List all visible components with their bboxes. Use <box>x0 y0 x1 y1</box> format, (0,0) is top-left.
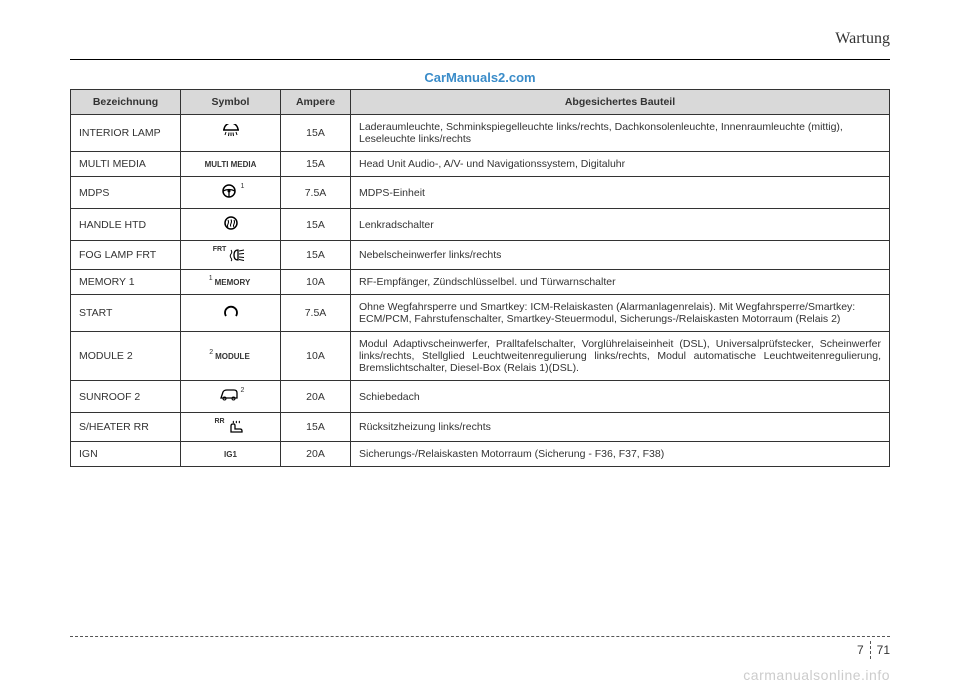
symbol-superscript: 1 <box>241 183 245 190</box>
cell-name: HANDLE HTD <box>71 209 181 241</box>
cell-description: Head Unit Audio-, A/V- und Navigationssy… <box>351 152 890 177</box>
cell-description: Laderaumleuchte, Schminkspiegelleuchte l… <box>351 115 890 152</box>
cell-ampere: 15A <box>281 413 351 442</box>
cell-symbol: 1MEMORY <box>181 270 281 295</box>
cell-ampere: 7.5A <box>281 295 351 332</box>
symbol-icon <box>220 124 242 140</box>
cell-symbol: 2 <box>181 381 281 413</box>
fuse-table: Bezeichnung Symbol Ampere Abgesichertes … <box>70 89 890 467</box>
cell-description: MDPS-Einheit <box>351 177 890 209</box>
page-number-value: 71 <box>877 643 890 657</box>
table-row: MULTI MEDIA MULTI MEDIA 15AHead Unit Audio… <box>71 152 890 177</box>
symbol-prefix: FRT <box>213 246 227 253</box>
symbol-icon: RR <box>214 419 246 435</box>
cell-name: MULTI MEDIA <box>71 152 181 177</box>
symbol-text: IG1 <box>224 450 237 459</box>
cell-symbol: 2MODULE <box>181 332 281 381</box>
cell-name: MDPS <box>71 177 181 209</box>
symbol-text: MODULE <box>215 352 250 361</box>
th-ampere: Ampere <box>281 90 351 115</box>
cell-ampere: 7.5A <box>281 177 351 209</box>
cell-name: SUNROOF 2 <box>71 381 181 413</box>
symbol-icon: 1 <box>218 183 244 199</box>
cell-description: Modul Adaptivscheinwerfer, Pralltafelsch… <box>351 332 890 381</box>
cell-description: Nebelscheinwerfer links/rechts <box>351 241 890 270</box>
symbol-prefix: RR <box>214 418 224 425</box>
cell-name: S/HEATER RR <box>71 413 181 442</box>
table-row: MODULE 22MODULE10AModul Adaptivscheinwer… <box>71 332 890 381</box>
cell-description: Ohne Wegfahrsperre und Smartkey: ICM-Rel… <box>351 295 890 332</box>
table-row: S/HEATER RR RR 15ARücksitzheizung links/re… <box>71 413 890 442</box>
page-separator <box>870 641 871 659</box>
cell-symbol: IG1 <box>181 442 281 467</box>
cell-description: RF-Empfänger, Zündschlüsselbel. und Türw… <box>351 270 890 295</box>
page-header: Wartung <box>70 30 890 60</box>
th-component: Abgesichertes Bauteil <box>351 90 890 115</box>
page-footer: 7 71 <box>70 636 890 659</box>
symbol-icon <box>220 304 242 320</box>
symbol-icon: 2 <box>218 387 244 403</box>
cell-symbol <box>181 115 281 152</box>
page-number: 7 71 <box>857 641 890 659</box>
cell-name: START <box>71 295 181 332</box>
cell-name: MEMORY 1 <box>71 270 181 295</box>
cell-ampere: 15A <box>281 241 351 270</box>
table-row: MEMORY 11MEMORY10ARF-Empfänger, Zündschl… <box>71 270 890 295</box>
cell-symbol: MULTI MEDIA <box>181 152 281 177</box>
cell-ampere: 10A <box>281 332 351 381</box>
cell-symbol <box>181 209 281 241</box>
cell-ampere: 15A <box>281 209 351 241</box>
cell-name: INTERIOR LAMP <box>71 115 181 152</box>
symbol-text: MULTI MEDIA <box>205 160 257 169</box>
table-row: INTERIOR LAMP 15ALaderaumleuchte, Schmink… <box>71 115 890 152</box>
symbol-text: MEMORY <box>215 278 251 287</box>
cell-ampere: 20A <box>281 381 351 413</box>
watermark-bottom: carmanualsonline.info <box>743 667 890 683</box>
cell-symbol <box>181 295 281 332</box>
section-title: Wartung <box>835 30 890 48</box>
th-symbol: Symbol <box>181 90 281 115</box>
cell-description: Sicherungs-/Relaiskasten Motorraum (Sich… <box>351 442 890 467</box>
symbol-icon <box>220 215 242 231</box>
symbol-icon: FRT <box>213 247 249 263</box>
cell-description: Schiebedach <box>351 381 890 413</box>
table-row: FOG LAMP FRT FRT 15ANebelscheinwerfer link… <box>71 241 890 270</box>
cell-ampere: 10A <box>281 270 351 295</box>
cell-name: FOG LAMP FRT <box>71 241 181 270</box>
table-row: START 7.5AOhne Wegfahrsperre und Smartkey… <box>71 295 890 332</box>
cell-ampere: 15A <box>281 115 351 152</box>
cell-symbol: 1 <box>181 177 281 209</box>
cell-ampere: 20A <box>281 442 351 467</box>
cell-description: Rücksitzheizung links/rechts <box>351 413 890 442</box>
table-row: MDPS 1 7.5AMDPS-Einheit <box>71 177 890 209</box>
table-header-row: Bezeichnung Symbol Ampere Abgesichertes … <box>71 90 890 115</box>
cell-ampere: 15A <box>281 152 351 177</box>
cell-name: IGN <box>71 442 181 467</box>
th-name: Bezeichnung <box>71 90 181 115</box>
symbol-superscript: 2 <box>241 387 245 394</box>
cell-name: MODULE 2 <box>71 332 181 381</box>
table-row: SUNROOF 2 2 20ASchiebedach <box>71 381 890 413</box>
chapter-number: 7 <box>857 643 864 657</box>
cell-description: Lenkradschalter <box>351 209 890 241</box>
cell-symbol: FRT <box>181 241 281 270</box>
table-row: IGN IG1 20ASicherungs-/Relaiskasten Motorr… <box>71 442 890 467</box>
table-row: HANDLE HTD 15ALenkradschalter <box>71 209 890 241</box>
watermark-top: CarManuals2.com <box>70 70 890 85</box>
symbol-superscript: 1 <box>209 275 213 282</box>
symbol-superscript: 2 <box>209 349 213 356</box>
cell-symbol: RR <box>181 413 281 442</box>
